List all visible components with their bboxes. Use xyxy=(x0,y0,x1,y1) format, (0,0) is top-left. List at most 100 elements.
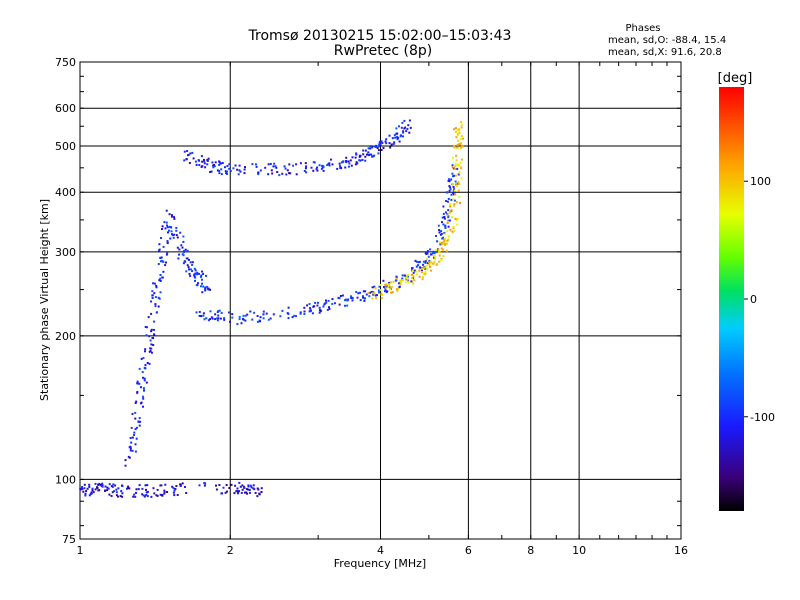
phase-echo-point xyxy=(193,275,196,278)
phase-echo-point xyxy=(359,291,361,294)
phase-echo-point xyxy=(145,494,148,496)
phase-echo-point xyxy=(201,282,203,285)
phase-echo-point xyxy=(433,257,436,260)
phase-echo-point xyxy=(336,167,339,170)
phase-echo-point xyxy=(449,188,452,191)
phase-echo-point xyxy=(456,128,459,131)
phase-echo-point xyxy=(374,294,377,297)
phase-echo-point xyxy=(442,242,445,245)
colorbar-gradient xyxy=(719,87,744,511)
phase-echo-point xyxy=(181,246,184,249)
phase-echo-point xyxy=(274,165,277,168)
phase-echo-point xyxy=(430,260,433,263)
phase-echo-point xyxy=(312,169,315,172)
phase-echo-point xyxy=(310,166,313,169)
phase-echo-point xyxy=(411,269,414,272)
phase-echo-point xyxy=(88,494,91,497)
phase-echo-point xyxy=(375,297,378,300)
phase-echo-point xyxy=(453,167,456,170)
y-tick-label: 100 xyxy=(55,473,76,486)
phase-echo-point xyxy=(415,273,418,276)
phase-echo-point xyxy=(351,297,354,299)
phase-echo-point xyxy=(146,495,149,498)
phase-echo-point xyxy=(460,142,463,145)
phase-echo-point xyxy=(425,253,428,255)
phase-echo-point xyxy=(197,282,199,285)
phase-echo-point xyxy=(142,494,145,497)
phase-echo-point xyxy=(161,276,164,279)
phase-echo-point xyxy=(401,121,404,124)
phase-echo-point xyxy=(442,236,445,239)
phase-echo-point xyxy=(426,250,429,253)
phase-echo-point xyxy=(129,449,132,452)
phase-echo-point xyxy=(456,182,459,185)
phase-echo-point xyxy=(413,269,416,272)
phase-echo-point xyxy=(201,160,204,163)
phase-echo-point xyxy=(136,380,139,383)
phase-echo-point xyxy=(363,299,366,302)
phase-echo-point xyxy=(220,168,223,171)
phase-echo-point xyxy=(391,291,394,294)
phase-echo-point xyxy=(423,272,426,275)
phase-echo-point xyxy=(338,297,341,300)
phase-echo-point xyxy=(452,156,454,159)
phase-echo-point xyxy=(314,301,317,304)
phase-echo-point xyxy=(435,263,438,266)
phase-echo-point xyxy=(358,154,361,157)
phase-echo-point xyxy=(101,482,104,485)
phase-echo-point xyxy=(152,337,155,339)
phase-echo-point xyxy=(403,127,406,130)
phase-echo-point xyxy=(455,185,458,187)
phase-echo-point xyxy=(288,163,291,166)
phase-echo-point xyxy=(130,426,133,429)
phase-echo-point xyxy=(354,156,357,159)
phase-echo-point xyxy=(456,164,459,167)
phase-echo-point xyxy=(426,252,429,255)
phase-echo-point xyxy=(166,226,169,229)
phase-echo-point xyxy=(450,193,453,196)
phase-echo-point xyxy=(159,279,162,282)
phase-echo-point xyxy=(145,488,147,491)
phase-echo-point xyxy=(250,486,253,489)
phase-echo-point xyxy=(172,236,175,239)
colorbar-unit: [deg] xyxy=(718,71,753,86)
phase-echo-point xyxy=(394,136,397,139)
phase-echo-point xyxy=(230,483,233,486)
phase-echo-point xyxy=(117,495,119,498)
phase-echo-point xyxy=(447,225,450,228)
phase-echo-point xyxy=(146,362,149,364)
phase-echo-point xyxy=(330,158,332,161)
phase-echo-point xyxy=(318,311,321,314)
phase-echo-point xyxy=(88,485,91,488)
phase-echo-point xyxy=(212,166,215,169)
phase-echo-point xyxy=(451,164,454,167)
phase-echo-point xyxy=(338,303,341,306)
phase-echo-point xyxy=(251,318,254,321)
phase-echo-point xyxy=(160,259,163,262)
phase-echo-point xyxy=(170,215,173,218)
phase-echo-point xyxy=(135,426,138,429)
phase-echo-point xyxy=(453,144,456,147)
phase-echo-point xyxy=(418,275,421,278)
phase-echo-point xyxy=(378,145,381,148)
phase-echo-point xyxy=(295,315,297,318)
phase-echo-point xyxy=(226,490,228,493)
phase-echo-point xyxy=(455,219,458,222)
phase-echo-point xyxy=(435,235,437,237)
phase-echo-point xyxy=(367,151,370,154)
phase-echo-point xyxy=(158,279,161,282)
phase-echo-point xyxy=(117,487,120,490)
phase-echo-point xyxy=(448,180,451,183)
phase-echo-point xyxy=(258,492,261,495)
phase-echo-point xyxy=(206,285,209,288)
phase-echo-point xyxy=(331,163,334,166)
phase-echo-point xyxy=(83,487,86,490)
phase-echo-point xyxy=(385,284,388,287)
phase-echo-point xyxy=(181,482,184,485)
phase-echo-point xyxy=(183,159,186,162)
phase-echo-point xyxy=(215,484,217,487)
phase-echo-point xyxy=(430,253,433,256)
phase-echo-point xyxy=(451,172,454,175)
phase-echo-point xyxy=(138,367,141,370)
phase-echo-point xyxy=(216,169,219,172)
